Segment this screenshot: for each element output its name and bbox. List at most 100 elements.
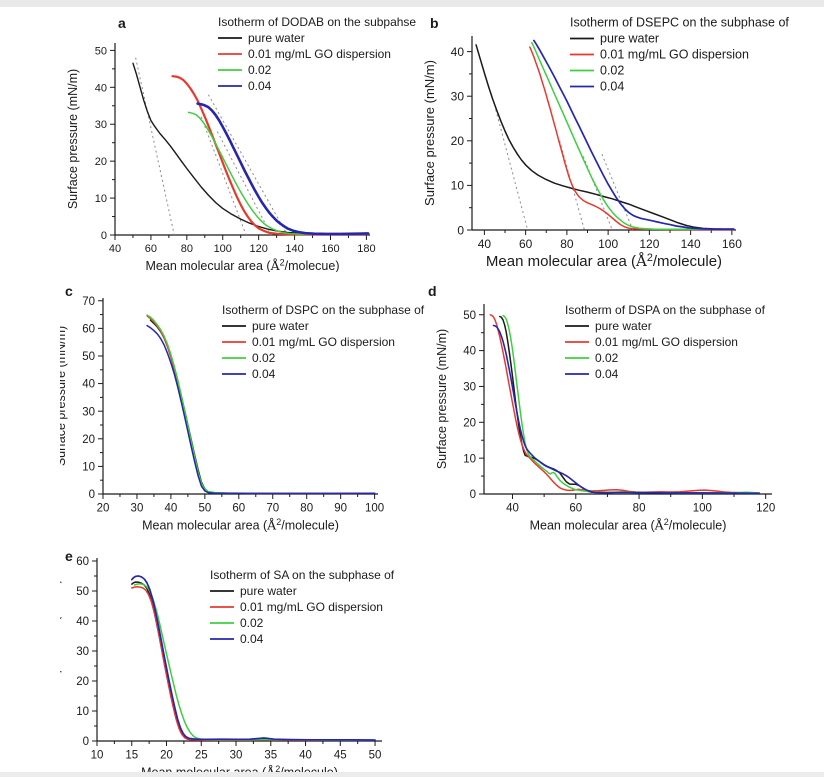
x-tick-label: 45 — [334, 750, 347, 762]
legend-label-3: 0.04 — [248, 79, 272, 93]
y-tick-label: 30 — [82, 406, 95, 418]
x-tick-label: 100 — [598, 237, 618, 251]
legend-label-3: 0.04 — [600, 80, 624, 94]
panel-letter-d: d — [428, 283, 437, 299]
dashed-guide-a-3 — [207, 94, 288, 236]
y-axis-label: Surface pressure (mN/m) — [435, 329, 449, 469]
legend-e: Isotherm of SA on the subphase of pure wa… — [210, 568, 395, 646]
curve-b-2 — [531, 41, 735, 231]
x-tick-label: 20 — [97, 503, 110, 515]
legend-label-3: 0.04 — [595, 367, 619, 381]
panel-d: d 40 60 80 100 120 0 10 20 30 40 50 Mean molecular a… — [420, 278, 824, 535]
legend-label-2: 0.02 — [252, 351, 276, 365]
y-tick-label: 60 — [82, 324, 95, 336]
legend-label-2: 0.02 — [600, 64, 624, 78]
y-tick-label: 50 — [82, 351, 95, 363]
legend-label-0: pure water — [248, 31, 305, 45]
panel-c: c 20 30 40 50 60 70 80 90 100 0 10 20 30 40 50 60 70 Mean … — [60, 278, 440, 535]
legend-b: Isotherm of DSEPC on the subphase of pure… — [570, 16, 789, 94]
x-tick-label: 120 — [756, 503, 775, 515]
x-tick-label: 100 — [693, 503, 712, 515]
x-tick-label: 120 — [639, 237, 659, 251]
legend-label-2: 0.02 — [595, 351, 619, 365]
legend-label-1: 0.01 mg/mL GO dispersion — [240, 600, 383, 614]
x-tick-label: 30 — [131, 503, 144, 515]
legend-label-1: 0.01 mg/mL GO dispersion — [595, 335, 738, 349]
legend-c: Isotherm of DSPC on the subphase of pure … — [222, 303, 425, 381]
x-tick-label: 40 — [478, 237, 492, 251]
x-tick-label: 50 — [369, 750, 382, 762]
plot-a: a 40 60 80 100 120 140 160 180 0 10 20 30 40 50 Mean mo… — [66, 15, 420, 272]
x-tick-label: 50 — [198, 503, 211, 515]
legend-label-3: 0.04 — [252, 367, 276, 381]
legend-label-0: pure water — [600, 32, 659, 46]
x-tick-label: 40 — [165, 503, 178, 515]
x-tick-label: 160 — [321, 243, 339, 255]
x-tick-label: 120 — [249, 243, 267, 255]
curve-d-1 — [489, 314, 757, 494]
x-axis-label: Mean molecular area (Å2/molecule) — [142, 517, 339, 532]
dashed-guide-b-2 — [582, 156, 613, 231]
x-tick-label: 35 — [264, 750, 277, 762]
panel-a: a 40 60 80 100 120 140 160 180 0 10 20 30 40 50 Mean mo… — [40, 6, 420, 272]
dashed-guide-a-1 — [200, 116, 247, 236]
x-axis-label: Mean molecular area (Å2/molecule) — [141, 764, 338, 777]
legend-label-0: pure water — [595, 319, 652, 333]
x-tick-label: 15 — [125, 750, 138, 762]
dashed-guide-a-2 — [216, 131, 272, 236]
x-tick-label: 80 — [300, 503, 313, 515]
legend-label-1: 0.01 mg/mL GO dispersion — [252, 335, 395, 349]
y-tick-label: 10 — [451, 179, 465, 193]
y-tick-label: 50 — [76, 586, 89, 598]
dashed-guide-b-0 — [495, 109, 529, 231]
legend-label-1: 0.01 mg/mL GO dispersion — [600, 48, 749, 62]
x-axis-label: Mean molecular area (Å2/molecue) — [146, 258, 340, 272]
x-tick-label: 40 — [506, 503, 519, 515]
panel-b: b 40 60 80 100 120 140 160 0 10 20 30 40 Mean molecul… — [420, 6, 824, 270]
y-tick-label: 30 — [76, 646, 89, 658]
x-tick-label: 60 — [519, 237, 533, 251]
legend-label-2: 0.02 — [248, 63, 272, 77]
legend-label-0: pure water — [240, 584, 297, 598]
page-top-bar — [0, 0, 824, 7]
legend-a: Isotherm of DODAB on the subpahse of pure… — [218, 15, 420, 93]
legend-label-0: pure water — [252, 319, 309, 333]
y-axis-label: Surface pressure (mN/m) — [60, 326, 68, 466]
x-tick-label: 80 — [633, 503, 646, 515]
legend-title: Isotherm of DODAB on the subpahse of — [218, 15, 420, 29]
x-tick-label: 180 — [357, 243, 375, 255]
x-tick-label: 140 — [681, 237, 701, 251]
y-tick-label: 40 — [82, 379, 95, 391]
curve-a-2 — [187, 111, 369, 236]
legend-title: Isotherm of DSPC on the subphase of — [222, 303, 425, 317]
x-tick-label: 60 — [145, 243, 157, 255]
x-tick-label: 100 — [365, 503, 384, 515]
x-tick-label: 40 — [109, 243, 121, 255]
y-tick-label: 0 — [83, 736, 89, 748]
y-tick-label: 20 — [82, 434, 95, 446]
x-axis-label: Mean molecular area (Å2/molecule) — [486, 252, 722, 270]
y-tick-label: 40 — [95, 82, 107, 94]
y-tick-label: 70 — [82, 296, 95, 308]
panel-letter-b: b — [430, 15, 439, 31]
plot-e: e1015202530354045500102030405060Mean mol… — [60, 548, 395, 777]
dashed-guide-a-0 — [135, 57, 175, 236]
curve-e-3 — [130, 575, 376, 741]
curve-a-1 — [171, 75, 370, 236]
y-axis-label: Surface pressure (mN/m) — [66, 69, 80, 209]
y-tick-label: 10 — [76, 706, 89, 718]
x-tick-label: 10 — [91, 750, 104, 762]
curve-a-3 — [196, 102, 370, 236]
x-tick-label: 140 — [285, 243, 303, 255]
legend-label-1: 0.01 mg/mL GO dispersion — [248, 47, 391, 61]
y-tick-label: 20 — [95, 156, 107, 168]
y-tick-label: 10 — [82, 462, 95, 474]
y-tick-label: 30 — [95, 119, 107, 131]
panel-letter-e: e — [65, 548, 73, 564]
x-tick-label: 60 — [569, 503, 582, 515]
plot-c: c 20 30 40 50 60 70 80 90 100 0 10 20 30 40 50 60 70 Mean … — [60, 283, 425, 533]
y-tick-label: 60 — [76, 556, 89, 568]
x-tick-label: 25 — [195, 750, 208, 762]
x-tick-label: 80 — [560, 237, 574, 251]
